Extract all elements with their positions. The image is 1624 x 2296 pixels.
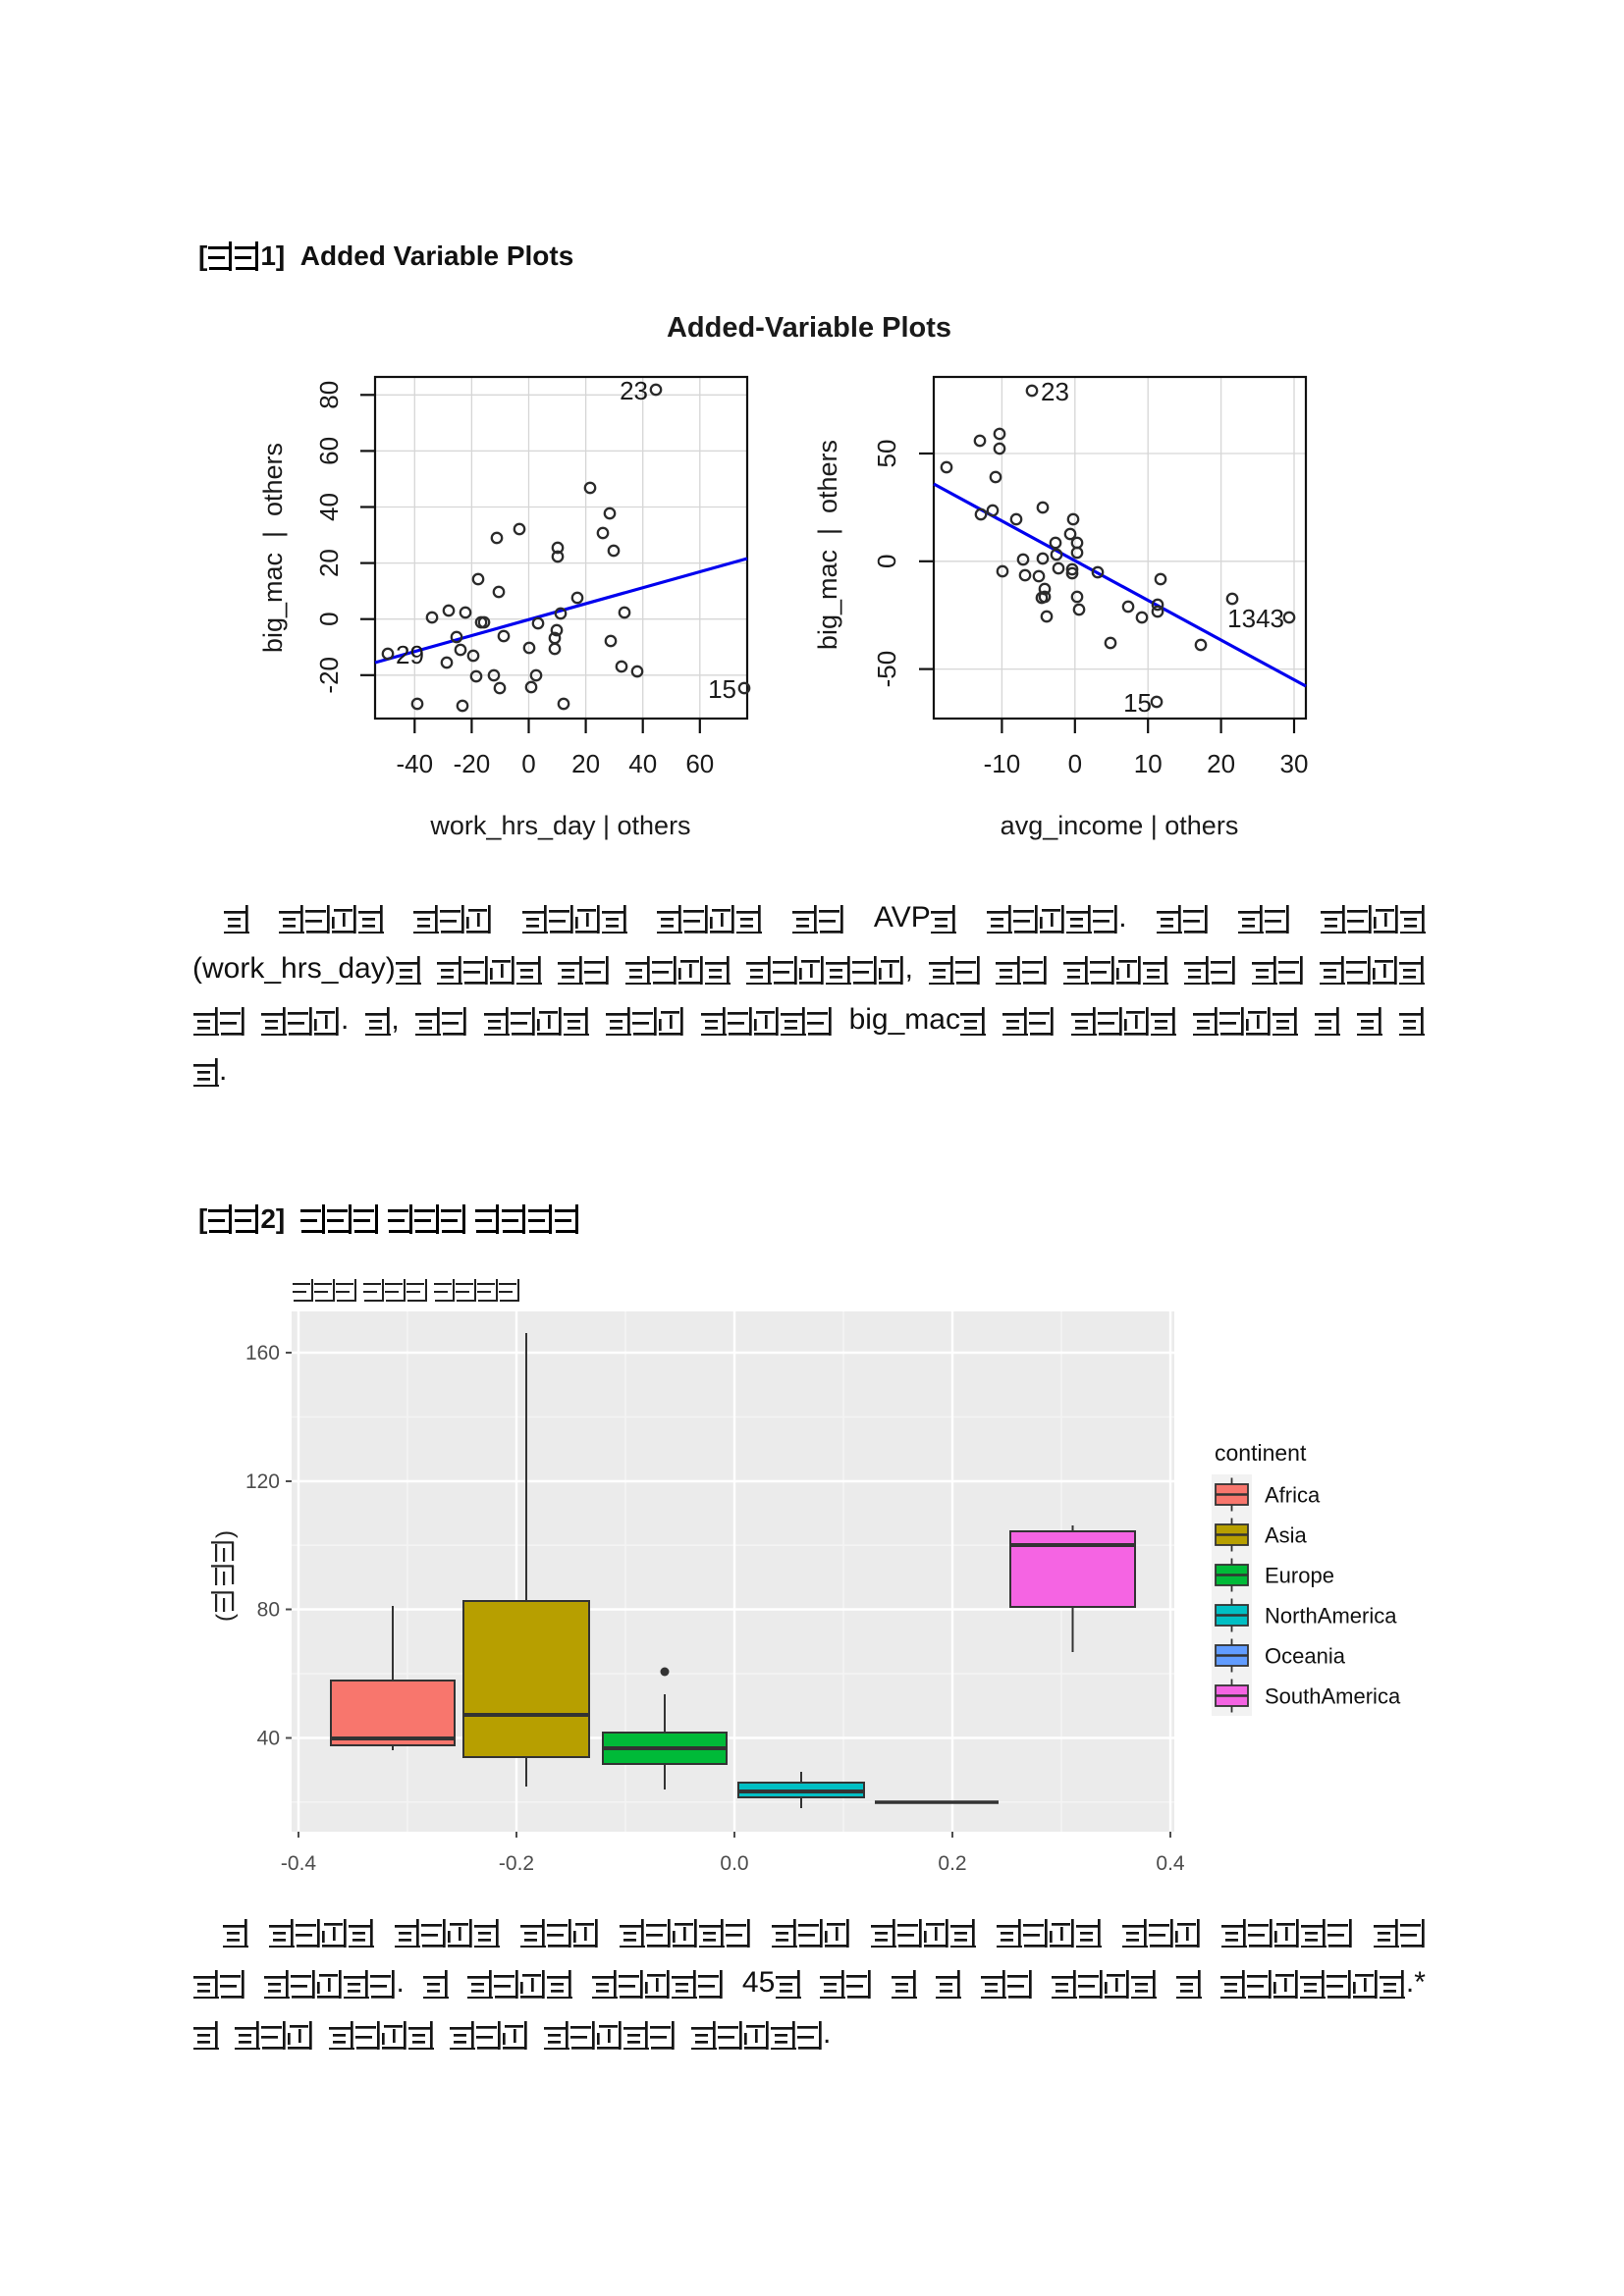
svg-text:20: 20 [571, 749, 600, 778]
svg-text:-40: -40 [397, 749, 434, 778]
svg-text:Added-Variable Plots: Added-Variable Plots [667, 312, 951, 344]
svg-text:40: 40 [628, 749, 657, 778]
svg-text:10: 10 [1134, 749, 1163, 778]
svg-text:work_hrs_day | others: work_hrs_day | others [429, 811, 690, 840]
svg-text:-10: -10 [984, 749, 1021, 778]
svg-text:(: ( [212, 1614, 239, 1622]
svg-text:-0.2: -0.2 [499, 1852, 534, 1875]
svg-text:29: 29 [396, 640, 424, 669]
svg-text:0.2: 0.2 [938, 1852, 966, 1875]
svg-text:avg_income | others: avg_income | others [1001, 811, 1239, 840]
svg-text:40: 40 [257, 1728, 280, 1750]
svg-text:30: 30 [1280, 749, 1309, 778]
svg-text:50: 50 [872, 440, 901, 468]
svg-text:120: 120 [245, 1470, 280, 1493]
svg-text:23: 23 [620, 376, 648, 405]
svg-text:80: 80 [314, 381, 344, 409]
svg-text:-50: -50 [872, 651, 901, 688]
svg-text:): ) [212, 1530, 239, 1538]
svg-text:Asia: Asia [1265, 1523, 1308, 1548]
svg-text:Africa: Africa [1265, 1483, 1321, 1508]
svg-text:continent: continent [1215, 1440, 1307, 1466]
svg-text:80: 80 [257, 1599, 280, 1622]
svg-text:-20: -20 [454, 749, 491, 778]
svg-text:big_mac | others: big_mac | others [813, 440, 842, 650]
svg-text:SouthAmerica: SouthAmerica [1265, 1684, 1401, 1709]
svg-text:NorthAmerica: NorthAmerica [1265, 1604, 1397, 1629]
svg-text:Oceania: Oceania [1265, 1644, 1346, 1669]
svg-text:0: 0 [521, 749, 535, 778]
svg-text:big_mac | others: big_mac | others [258, 443, 288, 653]
svg-text:60: 60 [314, 437, 344, 465]
svg-text:-0.4: -0.4 [281, 1852, 317, 1875]
svg-text:0.0: 0.0 [720, 1852, 748, 1875]
svg-text:-20: -20 [314, 657, 344, 694]
svg-text:15: 15 [708, 674, 736, 704]
svg-text:60: 60 [685, 749, 714, 778]
svg-text:0.4: 0.4 [1156, 1852, 1185, 1875]
svg-text:15: 15 [1123, 688, 1152, 718]
svg-text:40: 40 [314, 493, 344, 521]
svg-text:0: 0 [1068, 749, 1082, 778]
svg-text:Europe: Europe [1265, 1564, 1334, 1588]
svg-text:20: 20 [314, 549, 344, 577]
svg-text:20: 20 [1207, 749, 1235, 778]
svg-text:0: 0 [872, 555, 901, 568]
svg-text:160: 160 [245, 1342, 280, 1364]
svg-text:1343: 1343 [1227, 604, 1284, 633]
svg-text:0: 0 [314, 612, 344, 625]
svg-text:23: 23 [1041, 377, 1069, 406]
